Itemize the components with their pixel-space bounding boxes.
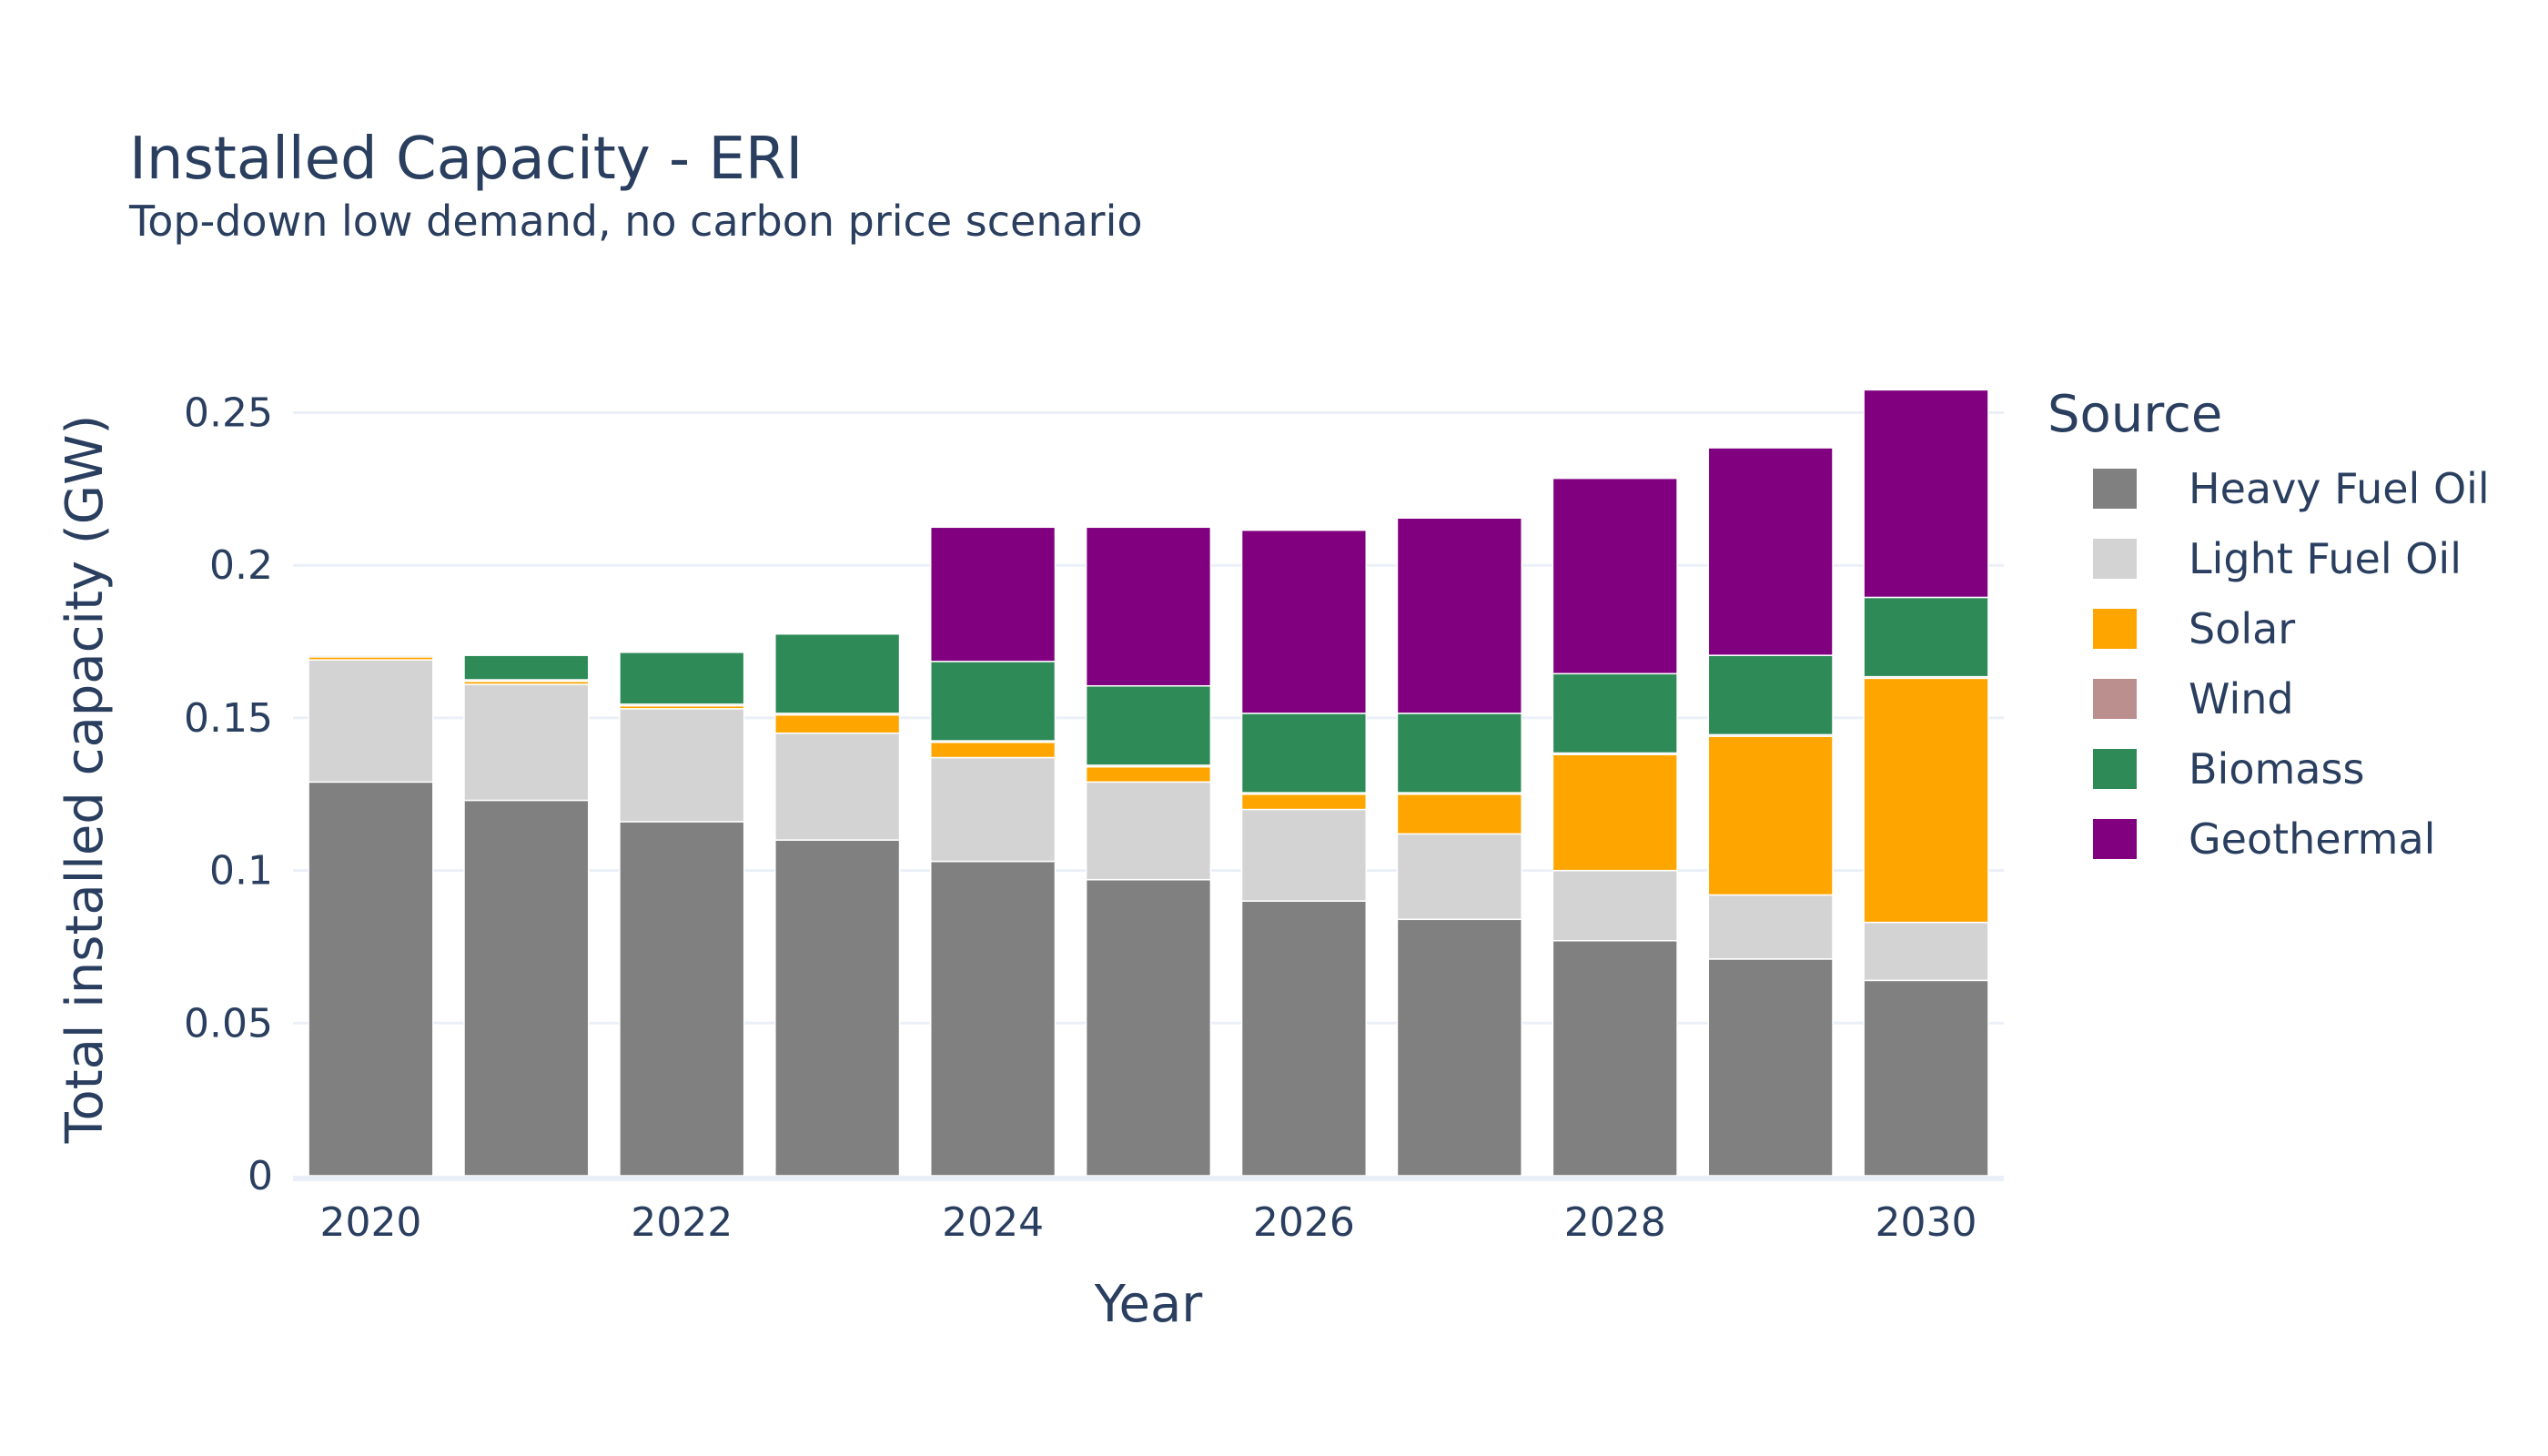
legend-swatch [2093, 819, 2137, 859]
bar-segment [308, 659, 434, 784]
bar-segment [929, 661, 1057, 742]
bar-segment [929, 526, 1057, 662]
bar-segment [1552, 940, 1678, 1177]
bar-segment [1240, 794, 1368, 811]
bar-segment [1240, 808, 1368, 902]
y-axis-title: Total installed capacity (GW) [56, 415, 115, 1145]
bar-segment [1707, 447, 1834, 656]
bar-segment [1085, 781, 1212, 881]
bar-segment [1863, 921, 1989, 982]
bar-segment [1707, 654, 1834, 736]
x-axis-ticks: 2020 2022 2024 2026 2028 2030 [319, 1199, 1977, 1246]
bar-segment [1240, 900, 1368, 1177]
legend-title: Source [2048, 385, 2222, 444]
bar-segment [1552, 672, 1678, 754]
bar-segment [1707, 735, 1834, 896]
legend-label: Solar [2189, 604, 2295, 653]
x-tick-label: 2024 [942, 1199, 1044, 1246]
bar-segment [1863, 596, 1989, 678]
bar-segment [1396, 794, 1522, 835]
y-tick-label: 0.2 [209, 542, 273, 589]
bar-segment [1396, 517, 1522, 714]
y-tick-label: 0 [248, 1153, 273, 1199]
bar-segment [463, 683, 590, 802]
bar-segment [308, 654, 434, 658]
bar-segment [1707, 894, 1834, 960]
chart-title: Installed Capacity - ERI [129, 126, 804, 193]
bar-segment [929, 860, 1057, 1177]
bar-segment [774, 713, 901, 734]
bar-segment [1396, 713, 1522, 794]
chart-subtitle: Top-down low demand, no carbon price sce… [129, 197, 1143, 246]
bar-segment [1085, 878, 1212, 1177]
bar-segment [1240, 713, 1368, 794]
y-axis-ticks: 0 0.05 0.1 0.15 0.2 0.25 [184, 390, 273, 1199]
bar-segment [929, 742, 1057, 759]
bar-segment [1085, 526, 1212, 687]
y-tick-label: 0.15 [184, 695, 273, 742]
legend-swatch [2093, 749, 2137, 789]
bar-segment [1863, 389, 1989, 599]
bar-segment [463, 654, 590, 681]
bar-segment [929, 756, 1057, 863]
bar-segment [1396, 833, 1522, 921]
y-tick-label: 0.25 [184, 390, 273, 437]
bar-segment [1707, 958, 1834, 1177]
x-tick-label: 2026 [1253, 1199, 1355, 1246]
bar-segment [774, 839, 901, 1177]
bar-segment [619, 708, 745, 823]
bar-segment [1085, 765, 1212, 784]
legend-label: Light Fuel Oil [2189, 534, 2462, 583]
x-tick-label: 2022 [631, 1199, 733, 1246]
x-tick-label: 2028 [1564, 1199, 1666, 1246]
legend: Source Heavy Fuel Oil Light Fuel Oil Solar… [2048, 385, 2490, 864]
legend-swatch [2093, 679, 2137, 719]
bar-segment [1863, 979, 1989, 1177]
bars-layer [308, 389, 1989, 1177]
bar-segment [1552, 869, 1678, 942]
legend-swatch [2093, 469, 2137, 509]
bar-segment [1085, 684, 1212, 766]
y-tick-label: 0.05 [184, 1000, 273, 1046]
y-tick-label: 0.1 [209, 848, 273, 895]
x-tick-label: 2030 [1876, 1199, 1977, 1246]
x-tick-label: 2020 [319, 1199, 421, 1246]
bar-segment [1863, 677, 1989, 924]
bar-segment [1396, 918, 1522, 1177]
bar-segment [1552, 753, 1678, 872]
bar-segment [308, 781, 434, 1177]
legend-swatch [2093, 609, 2137, 649]
legend-label: Wind [2189, 674, 2294, 723]
bar-segment [1240, 529, 1368, 714]
bar-segment [619, 821, 745, 1177]
x-axis-title: Year [1094, 1275, 1204, 1334]
legend-label: Heavy Fuel Oil [2189, 464, 2490, 513]
legend-label: Geothermal [2189, 814, 2435, 864]
bar-segment [774, 632, 901, 714]
bar-segment [1552, 477, 1678, 675]
bar-segment [619, 652, 745, 705]
bar-segment [774, 732, 901, 841]
legend-label: Biomass [2189, 744, 2364, 794]
bar-segment [463, 799, 590, 1177]
legend-swatch [2093, 539, 2137, 579]
